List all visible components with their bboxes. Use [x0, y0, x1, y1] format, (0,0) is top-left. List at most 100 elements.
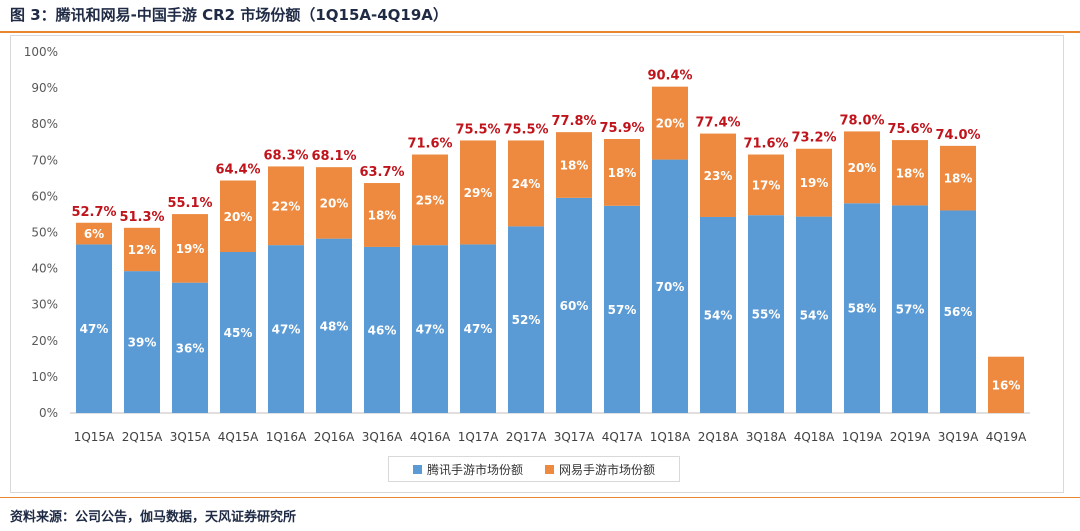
x-tick-label: 3Q19A [938, 430, 979, 444]
total-label: 64.4% [215, 163, 260, 178]
chart-legend: 腾讯手游市场份额 网易手游市场份额 [388, 456, 680, 482]
y-tick-label: 80% [31, 117, 58, 131]
data-label-netease: 20% [224, 210, 253, 224]
bar-netease [364, 183, 400, 247]
bar-netease [460, 140, 496, 245]
bar-netease [316, 167, 352, 239]
data-label-tencent: 58% [848, 302, 877, 316]
figure-title: 图 3：腾讯和网易-中国手游 CR2 市场份额（1Q15A-4Q19A） [10, 6, 448, 24]
data-label-netease: 6% [84, 227, 104, 241]
bar-netease [124, 227, 160, 272]
total-label: 55.1% [167, 196, 212, 211]
data-label-tencent: 45% [224, 326, 253, 340]
x-tick-label: 1Q16A [266, 430, 307, 444]
bar-tencent [892, 205, 928, 413]
bar-tencent [268, 245, 304, 413]
bar-tencent [460, 244, 496, 413]
total-label: 63.7% [359, 165, 404, 180]
x-tick-label: 4Q15A [218, 430, 259, 444]
y-tick-label: 0% [39, 406, 58, 420]
total-label: 71.6% [407, 137, 452, 152]
y-tick-label: 30% [31, 298, 58, 312]
bar-netease [508, 140, 544, 227]
data-label-netease: 18% [944, 172, 973, 186]
x-tick-label: 3Q15A [170, 430, 211, 444]
data-label-tencent: 57% [896, 303, 925, 317]
bar-netease [748, 154, 784, 216]
y-tick-label: 10% [31, 370, 58, 384]
total-label: 77.4% [695, 116, 740, 131]
bar-netease [76, 222, 112, 245]
total-label: 78.0% [839, 113, 884, 128]
total-label: 51.3% [119, 210, 164, 225]
data-label-tencent: 47% [272, 323, 301, 337]
data-label-netease: 12% [128, 243, 157, 257]
total-label: 68.1% [311, 149, 356, 164]
total-label: 74.0% [935, 128, 980, 143]
total-label: 52.7% [71, 205, 116, 220]
legend-label-netease: 网易手游市场份额 [559, 462, 656, 477]
bar-netease [796, 148, 832, 217]
data-label-netease: 18% [560, 158, 589, 172]
bar-tencent [412, 245, 448, 413]
data-label-tencent: 54% [704, 308, 733, 322]
bar-netease [940, 145, 976, 211]
y-tick-label: 60% [31, 189, 58, 203]
data-label-netease: 18% [368, 208, 397, 222]
bar-tencent [316, 238, 352, 413]
data-label-netease: 29% [464, 186, 493, 200]
bar-tencent [556, 197, 592, 413]
bar-netease [988, 356, 1024, 413]
data-label-tencent: 36% [176, 341, 205, 355]
data-label-tencent: 54% [800, 308, 829, 322]
x-tick-label: 2Q16A [314, 430, 355, 444]
x-tick-label: 4Q19A [986, 430, 1027, 444]
bar-tencent [748, 215, 784, 413]
bar-tencent [172, 282, 208, 413]
data-label-tencent: 47% [80, 322, 109, 336]
bottom-rule [0, 497, 1080, 498]
bar-tencent [604, 205, 640, 413]
bar-netease [604, 139, 640, 206]
data-label-tencent: 60% [560, 299, 589, 313]
total-label: 75.6% [887, 122, 932, 137]
bar-netease [556, 132, 592, 198]
bar-tencent [796, 216, 832, 413]
bar-tencent [508, 226, 544, 413]
bar-netease [892, 140, 928, 206]
legend-swatch-tencent [412, 464, 422, 474]
data-label-tencent: 55% [752, 308, 781, 322]
y-tick-label: 100% [24, 45, 58, 59]
x-tick-label: 1Q18A [650, 430, 691, 444]
data-label-netease: 20% [656, 117, 685, 131]
data-label-netease: 17% [752, 178, 781, 192]
data-label-netease: 25% [416, 193, 445, 207]
bar-tencent [652, 159, 688, 413]
data-label-netease: 20% [848, 161, 877, 175]
y-tick-label: 90% [31, 81, 58, 95]
bar-netease [652, 86, 688, 160]
data-label-netease: 24% [512, 177, 541, 191]
source-note: 资料来源：公司公告，伽马数据，天风证券研究所 [10, 510, 297, 525]
top-rule [0, 31, 1080, 33]
bar-tencent [700, 216, 736, 413]
bar-tencent [220, 251, 256, 413]
bar-netease [220, 180, 256, 252]
x-tick-label: 2Q19A [890, 430, 931, 444]
data-label-tencent: 39% [128, 336, 157, 350]
data-label-netease: 19% [176, 242, 205, 256]
chart-frame [10, 35, 1064, 493]
bar-tencent [364, 246, 400, 413]
data-label-netease: 20% [320, 196, 349, 210]
data-label-netease: 22% [272, 199, 301, 213]
data-label-tencent: 52% [512, 313, 541, 327]
x-tick-label: 3Q18A [746, 430, 787, 444]
legend-item-netease: 网易手游市场份额 [545, 461, 655, 478]
bar-tencent [76, 244, 112, 413]
x-tick-label: 4Q18A [794, 430, 835, 444]
legend-label-tencent: 腾讯手游市场份额 [426, 462, 523, 477]
data-label-tencent: 46% [368, 323, 397, 337]
x-tick-label: 3Q17A [554, 430, 595, 444]
x-tick-label: 2Q17A [506, 430, 547, 444]
